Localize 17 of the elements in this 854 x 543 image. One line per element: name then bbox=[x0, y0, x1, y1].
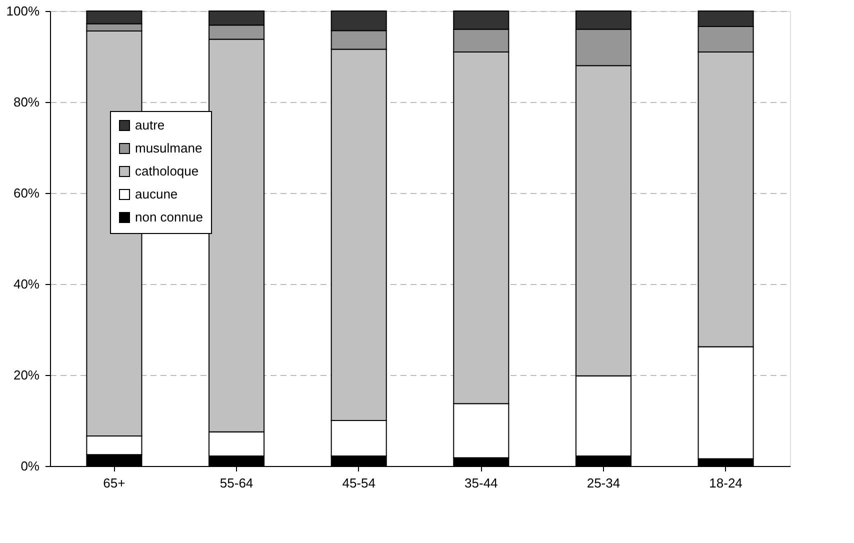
legend-label: aucune bbox=[135, 186, 178, 202]
y-tick-label: 40% bbox=[13, 276, 40, 292]
y-tick-label: 0% bbox=[20, 458, 40, 474]
legend-label: catholoque bbox=[135, 164, 199, 178]
y-tick-label: 60% bbox=[13, 186, 40, 200]
x-tick-label: 18-24 bbox=[709, 476, 742, 490]
legend-label: musulmane bbox=[135, 140, 202, 156]
x-tick-label: 25-34 bbox=[586, 476, 620, 490]
legend-label: non connue bbox=[135, 210, 203, 224]
x-tick-label: 55-64 bbox=[220, 476, 254, 490]
legend-label: autre bbox=[135, 118, 165, 132]
x-tick-label: 65+ bbox=[103, 476, 126, 490]
x-tick-label: 45-54 bbox=[342, 476, 376, 490]
x-tick-label: 35-44 bbox=[464, 476, 498, 490]
y-tick-label: 80% bbox=[13, 94, 40, 110]
y-tick-label: 20% bbox=[13, 368, 40, 382]
y-tick-label: 100% bbox=[6, 4, 40, 18]
